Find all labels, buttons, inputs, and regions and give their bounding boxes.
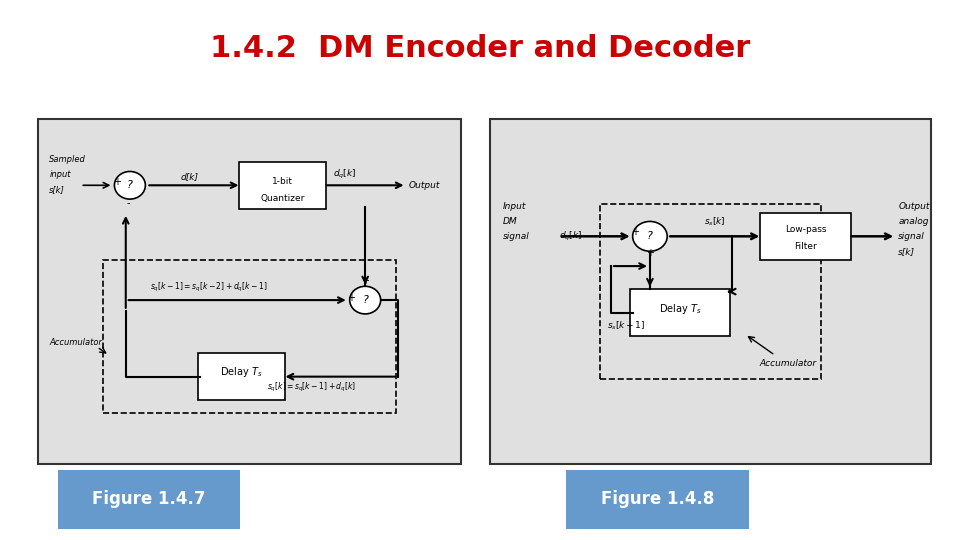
Text: $s_s[k]$: $s_s[k]$ xyxy=(704,215,726,228)
FancyBboxPatch shape xyxy=(239,162,326,208)
FancyBboxPatch shape xyxy=(760,213,851,260)
FancyBboxPatch shape xyxy=(38,119,461,464)
Text: ?: ? xyxy=(127,180,132,190)
Text: $s_q[k] = s_q[k-1] + d_q[k]$: $s_q[k] = s_q[k-1] + d_q[k]$ xyxy=(267,381,356,394)
Text: $s_s[k-1]$: $s_s[k-1]$ xyxy=(607,319,645,332)
Text: s[k]: s[k] xyxy=(899,247,915,256)
Text: signal: signal xyxy=(899,232,925,241)
Text: Delay $T_s$: Delay $T_s$ xyxy=(659,302,702,315)
FancyBboxPatch shape xyxy=(198,353,285,400)
Text: +: + xyxy=(646,248,654,258)
Text: Accumulator: Accumulator xyxy=(49,338,103,347)
Text: Output: Output xyxy=(899,202,929,211)
Text: Quantizer: Quantizer xyxy=(260,193,305,202)
Text: s[k]: s[k] xyxy=(49,185,65,194)
Text: $d_q[k]$: $d_q[k]$ xyxy=(333,168,356,181)
Text: +: + xyxy=(347,293,355,303)
Text: $s_q[k-1] = s_q[k-2]+ d_q[k-1]$: $s_q[k-1] = s_q[k-2]+ d_q[k-1]$ xyxy=(150,281,267,294)
Text: +: + xyxy=(112,177,121,187)
FancyBboxPatch shape xyxy=(58,470,240,529)
Text: +: + xyxy=(361,276,370,286)
Text: Low-pass: Low-pass xyxy=(784,225,827,234)
Text: Accumulator: Accumulator xyxy=(759,360,817,368)
Text: Figure 1.4.8: Figure 1.4.8 xyxy=(601,490,714,509)
Text: ?: ? xyxy=(647,231,653,241)
Text: Figure 1.4.7: Figure 1.4.7 xyxy=(92,490,205,509)
Text: +: + xyxy=(631,227,638,237)
Text: Filter: Filter xyxy=(794,242,817,252)
Text: -: - xyxy=(126,198,130,208)
Text: d[k]: d[k] xyxy=(180,172,199,181)
Text: analog: analog xyxy=(899,217,929,226)
Text: Output: Output xyxy=(409,181,440,190)
FancyBboxPatch shape xyxy=(490,119,931,464)
Text: input: input xyxy=(49,170,71,179)
Text: ?: ? xyxy=(362,295,368,305)
Text: Input: Input xyxy=(503,202,526,211)
Text: $d_q[k]$: $d_q[k]$ xyxy=(559,230,583,243)
Text: Sampled: Sampled xyxy=(49,156,86,164)
Text: 1-bit: 1-bit xyxy=(272,177,293,186)
Ellipse shape xyxy=(349,286,381,314)
FancyBboxPatch shape xyxy=(631,289,730,336)
Text: Delay $T_s$: Delay $T_s$ xyxy=(220,366,262,380)
Text: signal: signal xyxy=(503,232,530,241)
Text: DM: DM xyxy=(503,217,517,226)
Ellipse shape xyxy=(633,221,667,251)
Ellipse shape xyxy=(114,172,145,199)
Text: 1.4.2  DM Encoder and Decoder: 1.4.2 DM Encoder and Decoder xyxy=(210,34,750,63)
FancyBboxPatch shape xyxy=(566,470,749,529)
